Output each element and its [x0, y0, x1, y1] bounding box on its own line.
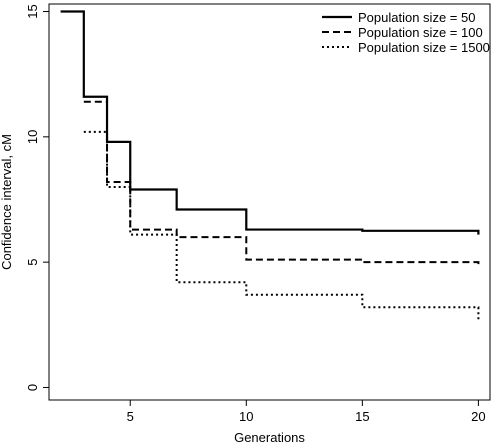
- y-tick-label: 15: [25, 4, 40, 18]
- legend-label-1: Population size = 50: [358, 10, 475, 25]
- axes: 5 10 15 20 0 5 10 15: [25, 4, 486, 424]
- series-layer: [60, 10, 480, 320]
- series-line-2: [83, 100, 480, 266]
- x-axis-label: Generations: [234, 430, 305, 445]
- legend-label-3: Population size = 1500: [358, 40, 490, 55]
- plot-frame: [48, 3, 491, 401]
- legend-label-2: Population size = 100: [358, 25, 483, 40]
- x-tick-label: 20: [471, 409, 485, 424]
- series-line-3: [83, 130, 480, 320]
- x-tick-label: 5: [127, 409, 134, 424]
- y-tick-label: 10: [25, 130, 40, 144]
- y-tick-label: 0: [25, 384, 40, 391]
- y-tick-label: 5: [25, 259, 40, 266]
- x-tick-label: 15: [355, 409, 369, 424]
- y-axis-label: Confidence interval, cM: [0, 134, 14, 270]
- series-line-1: [60, 10, 480, 235]
- x-tick-label: 10: [239, 409, 253, 424]
